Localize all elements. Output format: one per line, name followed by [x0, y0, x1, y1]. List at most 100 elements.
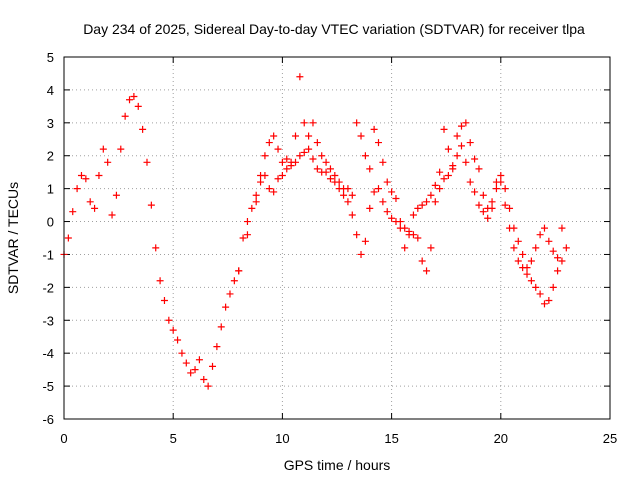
- gridlines: [64, 57, 610, 419]
- data-point: [453, 152, 461, 160]
- data-point: [383, 178, 391, 186]
- data-point: [147, 201, 155, 209]
- data-point: [501, 185, 509, 193]
- data-point: [95, 171, 103, 179]
- data-point: [274, 175, 282, 183]
- data-point: [497, 171, 505, 179]
- data-point: [466, 178, 474, 186]
- data-point: [112, 191, 120, 199]
- data-point: [462, 158, 470, 166]
- data-point: [484, 204, 492, 212]
- data-point: [265, 139, 273, 147]
- data-point: [506, 204, 514, 212]
- data-point: [540, 300, 548, 308]
- y-tick-label: -2: [42, 280, 54, 295]
- data-point: [418, 201, 426, 209]
- data-point: [462, 119, 470, 127]
- x-axis-ticks: 0 5 10 15 20 25: [60, 57, 617, 446]
- data-point: [77, 171, 85, 179]
- y-tick-label: 4: [47, 83, 54, 98]
- data-point: [82, 175, 90, 183]
- y-tick-label: -5: [42, 379, 54, 394]
- data-point: [309, 155, 317, 163]
- data-point: [554, 267, 562, 275]
- data-point: [523, 264, 531, 272]
- data-point: [278, 171, 286, 179]
- data-point: [427, 191, 435, 199]
- data-point: [292, 132, 300, 140]
- data-point: [532, 283, 540, 291]
- data-point: [423, 267, 431, 275]
- data-point: [501, 201, 509, 209]
- data-point: [492, 178, 500, 186]
- data-point: [174, 336, 182, 344]
- data-point: [562, 244, 570, 252]
- data-point: [344, 185, 352, 193]
- data-point: [405, 231, 413, 239]
- data-point: [165, 316, 173, 324]
- data-point: [558, 257, 566, 265]
- y-tick-label: -3: [42, 313, 54, 328]
- x-tick-label: 20: [494, 431, 508, 446]
- data-point: [73, 185, 81, 193]
- data-point: [457, 122, 465, 130]
- data-point: [492, 185, 500, 193]
- data-point: [305, 132, 313, 140]
- data-point: [326, 165, 334, 173]
- data-point: [536, 231, 544, 239]
- data-point: [510, 244, 518, 252]
- data-point: [209, 362, 217, 370]
- data-point: [287, 158, 295, 166]
- data-point: [134, 102, 142, 110]
- data-point: [554, 254, 562, 262]
- data-point: [139, 125, 147, 133]
- x-tick-label: 5: [170, 431, 177, 446]
- data-point: [427, 244, 435, 252]
- data-point: [414, 204, 422, 212]
- data-point: [370, 188, 378, 196]
- y-tick-label: -6: [42, 412, 54, 427]
- y-tick-label: -4: [42, 346, 54, 361]
- data-point: [532, 244, 540, 252]
- data-point: [104, 158, 112, 166]
- data-point: [340, 191, 348, 199]
- data-point: [108, 211, 116, 219]
- data-point: [453, 132, 461, 140]
- y-axis-label: SDTVAR / TECUs: [5, 182, 21, 294]
- data-point: [278, 158, 286, 166]
- data-point: [270, 132, 278, 140]
- data-point: [243, 218, 251, 226]
- data-point: [409, 211, 417, 219]
- data-point: [239, 234, 247, 242]
- data-point: [348, 211, 356, 219]
- data-point: [545, 237, 553, 245]
- data-point: [309, 119, 317, 127]
- data-point: [374, 139, 382, 147]
- data-point: [204, 382, 212, 390]
- data-point: [379, 198, 387, 206]
- data-point: [64, 234, 72, 242]
- data-point: [156, 277, 164, 285]
- data-point: [191, 366, 199, 374]
- data-point: [519, 250, 527, 258]
- data-point: [243, 231, 251, 239]
- data-point: [436, 185, 444, 193]
- y-tick-label: 5: [47, 50, 54, 65]
- data-point: [361, 152, 369, 160]
- data-point: [357, 250, 365, 258]
- data-point: [222, 303, 230, 311]
- chart-title: Day 234 of 2025, Sidereal Day-to-day VTE…: [83, 21, 585, 37]
- data-point: [130, 92, 138, 100]
- data-point: [326, 175, 334, 183]
- y-axis-ticks: -6 -5 -4 -3 -2 -1 0 1 2 3 4 5: [42, 50, 610, 427]
- data-point: [388, 214, 396, 222]
- data-point: [270, 188, 278, 196]
- data-point: [121, 112, 129, 120]
- x-tick-label: 0: [60, 431, 67, 446]
- data-point: [488, 198, 496, 206]
- data-point: [178, 349, 186, 357]
- data-point: [252, 198, 260, 206]
- data-point: [91, 204, 99, 212]
- data-point: [69, 208, 77, 216]
